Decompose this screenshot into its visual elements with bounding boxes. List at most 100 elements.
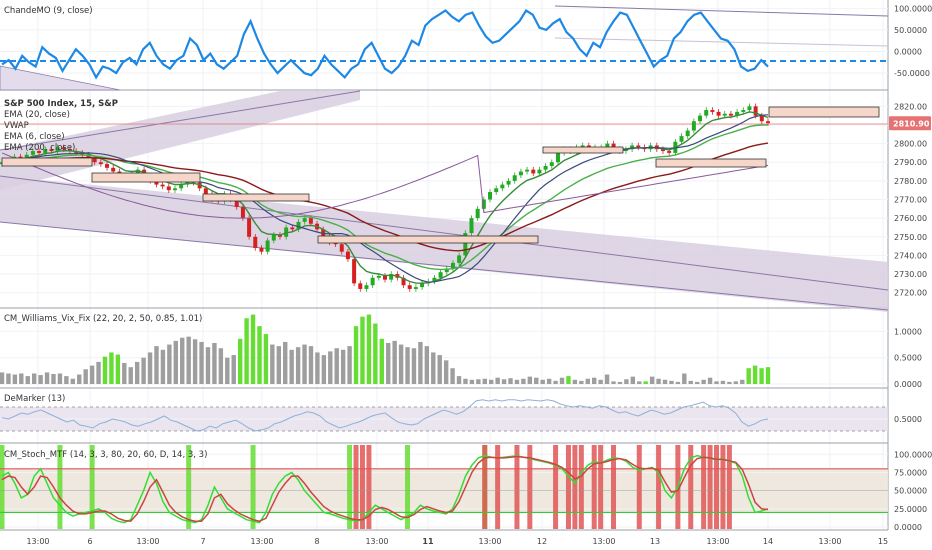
candle-body — [685, 130, 690, 137]
candle-body — [80, 152, 85, 155]
candle-body — [525, 169, 530, 172]
vix-bar — [276, 346, 281, 384]
stoch-slow-line — [1, 455, 769, 522]
stoch-red-marker — [598, 445, 604, 529]
candle-body — [475, 208, 480, 219]
vix-bar — [263, 334, 269, 384]
vix-bar — [386, 342, 391, 384]
time-tick-label: 11 — [422, 537, 434, 546]
vix-bar — [0, 372, 5, 384]
candle-body — [49, 149, 54, 152]
vix-bar — [675, 381, 681, 384]
trend-line — [554, 37, 889, 47]
candle-body — [500, 184, 505, 189]
vix-bar — [199, 341, 204, 384]
stoch-red-marker — [688, 445, 694, 529]
axes-layer: 100.0000 50.0000 0.0000 -50.0000 2820.00 2810… — [26, 4, 932, 546]
vix-bar — [501, 379, 507, 384]
vix-bar — [572, 379, 578, 384]
stoch-red-marker — [572, 445, 578, 529]
y-tick-label: 1.0000 — [894, 327, 922, 336]
vix-bar — [656, 378, 661, 384]
candle-body — [43, 149, 48, 153]
ema200-line — [1, 152, 769, 219]
zone-box — [202, 193, 310, 202]
candle-body — [92, 158, 97, 163]
candle-body — [358, 283, 363, 289]
time-tick-label: 13:00 — [136, 537, 159, 546]
candle-body — [611, 143, 616, 150]
time-tick-label: 12 — [537, 537, 547, 546]
stoch-green-marker — [0, 445, 5, 529]
candle-body — [698, 115, 703, 122]
time-tick-label: 7 — [200, 537, 205, 546]
vix-bar — [527, 376, 533, 384]
vix-bar — [482, 378, 487, 384]
candle-body — [716, 111, 721, 116]
vix-bar — [205, 347, 211, 384]
y-tick-label: 0.0000 — [894, 47, 922, 56]
zone-box — [542, 146, 624, 154]
stoch-red-marker — [636, 445, 642, 529]
zone-box — [91, 172, 201, 183]
vix-bar — [340, 349, 346, 384]
stoch-red-marker — [701, 445, 707, 529]
time-tick-label: 6 — [87, 537, 92, 546]
channel-fill — [0, 65, 121, 91]
vix-bar — [443, 360, 449, 384]
vix-bar — [617, 381, 623, 384]
vix-bar — [514, 379, 520, 384]
vix-bar — [360, 316, 365, 384]
vix-bar — [295, 347, 301, 384]
vix-bar — [508, 378, 513, 384]
vix-bar — [128, 367, 133, 384]
vix-bar — [315, 352, 320, 384]
vix-bar — [31, 373, 37, 384]
y-tick-label: 100.0000 — [894, 4, 932, 13]
candle-body — [160, 184, 165, 187]
zone-box — [768, 106, 880, 118]
vix-bar — [25, 376, 30, 384]
y-tick-label: 2720.00 — [894, 289, 927, 298]
y-tick-label: 50.0000 — [894, 487, 927, 496]
vix-bar — [283, 341, 288, 384]
zone-box — [655, 158, 767, 168]
vwap-line — [1, 114, 769, 283]
vix-bar — [553, 380, 558, 384]
vix-bar — [694, 381, 700, 384]
candle-body — [290, 227, 295, 230]
vix-bar — [347, 346, 352, 384]
stoch-red-marker — [495, 445, 501, 529]
vix-bar — [77, 374, 82, 384]
stoch-red-marker — [353, 445, 359, 529]
candle-body — [759, 115, 764, 122]
candle-body — [37, 151, 42, 153]
y-tick-label: 2740.00 — [894, 251, 927, 260]
stoch-title: CM_Stoch_MTF (14, 3, 3, 80, 20, 60, D, 1… — [4, 450, 207, 460]
vix-bar — [38, 375, 43, 384]
vix-bar — [237, 338, 243, 384]
candle-body — [18, 156, 23, 159]
stoch-red-marker — [366, 445, 372, 529]
vix-bar — [102, 356, 108, 384]
stoch-panel — [0, 445, 888, 529]
vix-bar — [611, 381, 616, 384]
vix-bar — [289, 349, 294, 384]
stoch-green-marker — [57, 445, 63, 529]
candle-body — [86, 154, 91, 159]
candle-body — [296, 221, 301, 230]
candle-body — [24, 154, 29, 159]
demarker-line — [1, 399, 769, 432]
vix-bar — [604, 374, 610, 384]
time-tick-label: 13:00 — [365, 537, 388, 546]
candle-body — [98, 162, 103, 165]
vix-bar — [398, 344, 404, 384]
demarker-panel — [0, 399, 888, 432]
candle-body — [265, 240, 270, 252]
vix-bar — [405, 347, 410, 384]
vix-bar — [141, 357, 146, 384]
legend-ema6: EMA (6, close) — [4, 132, 65, 142]
demarker-title: DeMarker (13) — [4, 394, 65, 404]
candle-body — [259, 247, 264, 252]
candle-body — [766, 121, 770, 124]
